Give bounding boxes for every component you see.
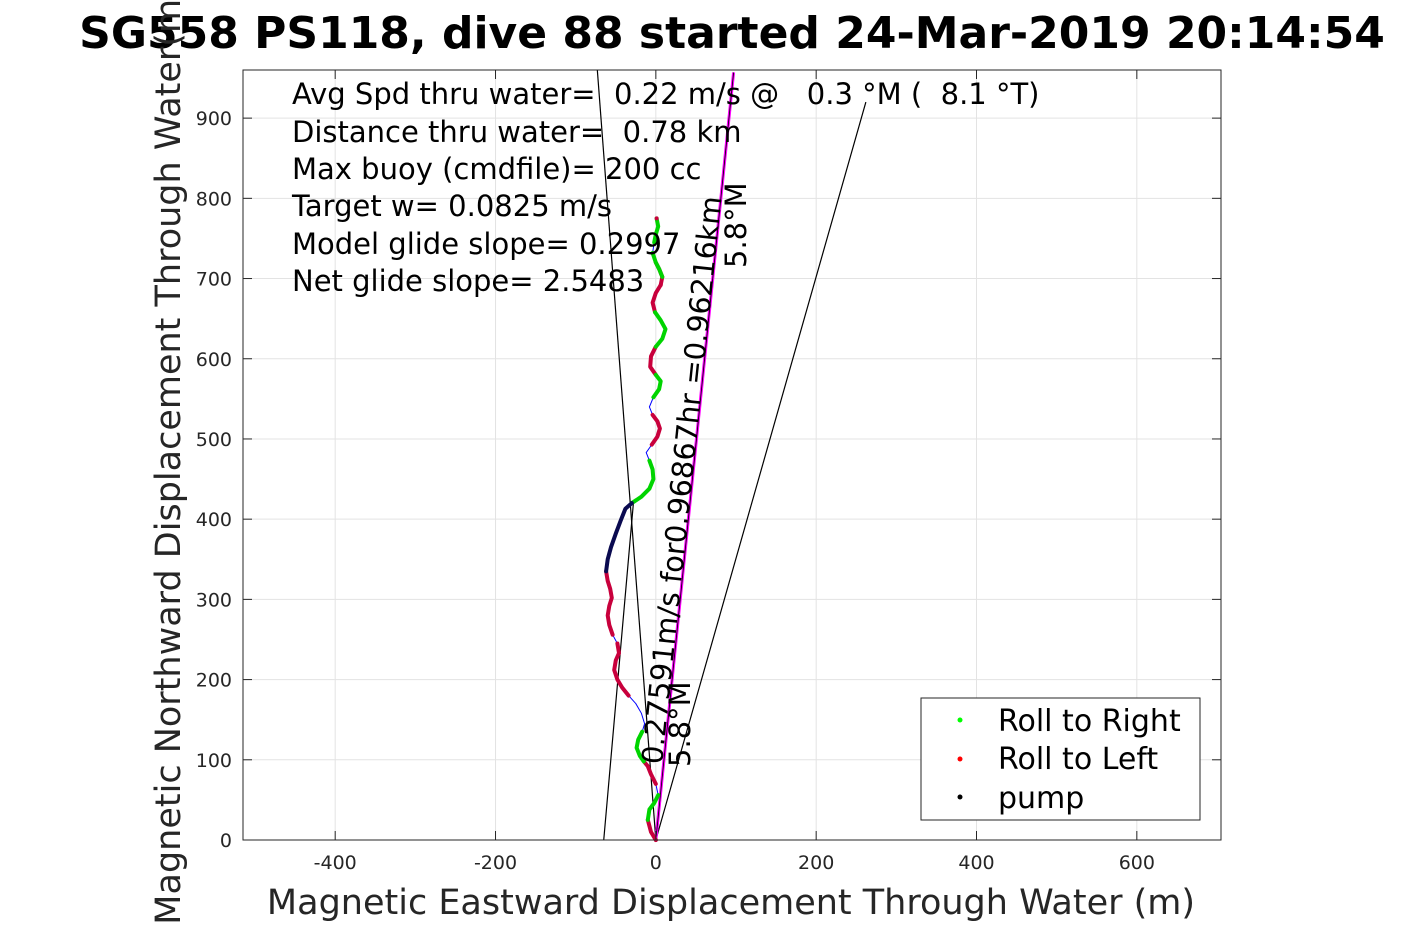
y-tick-label: 700 <box>196 269 232 291</box>
current-vector-center <box>655 72 735 841</box>
roll-left-segment <box>648 344 658 377</box>
pump-segment <box>604 501 634 574</box>
y-tick-label: 300 <box>196 589 232 611</box>
roll-right-segment <box>650 250 665 279</box>
y-tick-label: 900 <box>196 108 232 130</box>
grid-lines <box>243 70 1221 841</box>
legend-marker-pump <box>957 794 963 800</box>
info-model-glide: Model glide slope= 0.2997 <box>292 227 680 261</box>
legend-label-roll-right: Roll to Right <box>998 704 1181 739</box>
y-tick-label: 0 <box>220 830 232 852</box>
roll-right-segment <box>645 793 661 822</box>
y-tick-label: 800 <box>196 188 232 210</box>
legend-label-pump: pump <box>998 781 1084 816</box>
roll-right-segment <box>652 216 661 245</box>
y-tick-label: 400 <box>196 509 232 531</box>
roll-right-segment <box>634 729 646 764</box>
legend-marker-roll-right <box>957 717 963 723</box>
x-tick-label: -200 <box>474 852 517 874</box>
legend-label-roll-left: Roll to Left <box>998 742 1158 777</box>
legend-box <box>920 697 1201 821</box>
y-tick-label: 500 <box>196 429 232 451</box>
tick-layer: -400 -200 0 200 400 600 0 100 200 300 400 500 600 700… <box>196 70 1221 874</box>
roll-left-segment <box>645 817 658 842</box>
track-end-point <box>654 216 659 221</box>
info-avg-speed: Avg Spd thru water= 0.22 m/s @ 0.3 °M ( … <box>292 77 1040 111</box>
info-annotations: Avg Spd thru water= 0.22 m/s @ 0.3 °M ( … <box>291 77 1040 298</box>
wedge-line <box>655 101 867 841</box>
wedge-line <box>596 69 657 841</box>
legend: Roll to Right Roll to Left pump <box>920 697 1201 821</box>
legend-marker-roll-left <box>957 756 963 762</box>
roll-left-segment <box>641 759 658 786</box>
x-tick-label: 200 <box>798 852 834 874</box>
roll-right-segment <box>651 372 663 400</box>
series-layer <box>596 69 867 842</box>
x-tick-label: -400 <box>314 852 357 874</box>
current-heading-label-bottom: 5.8°M <box>663 681 697 767</box>
x-axis-label: Magnetic Eastward Displacement Through W… <box>267 883 1195 923</box>
info-distance: Distance thru water= 0.78 km <box>292 115 742 149</box>
y-tick-label: 600 <box>196 349 232 371</box>
plot-frame <box>242 69 1222 841</box>
roll-right-segment <box>653 310 668 349</box>
roll-right-segment <box>629 458 656 506</box>
roll-left-segment <box>650 283 663 315</box>
auxiliary-line <box>603 503 634 841</box>
roll-left-segment <box>649 412 662 447</box>
roll-left-segment <box>604 569 615 637</box>
info-max-buoy: Max buoy (cmdfile)= 200 cc <box>292 152 701 186</box>
roll-left-segment <box>612 641 631 698</box>
info-net-glide: Net glide slope= 2.5483 <box>292 264 644 298</box>
x-tick-label: 0 <box>650 852 662 874</box>
y-axis-label: Magnetic Northward Displacement Through … <box>149 0 189 925</box>
y-tick-label: 200 <box>196 670 232 692</box>
x-tick-label: 400 <box>958 852 994 874</box>
y-tick-label: 100 <box>196 750 232 772</box>
chart-title: SG558 PS118, dive 88 started 24-Mar-2019… <box>79 8 1385 59</box>
x-tick-label: 600 <box>1119 852 1155 874</box>
current-heading-label-top: 5.8°M <box>719 182 753 268</box>
info-target-w: Target w= 0.0825 m/s <box>291 189 612 223</box>
